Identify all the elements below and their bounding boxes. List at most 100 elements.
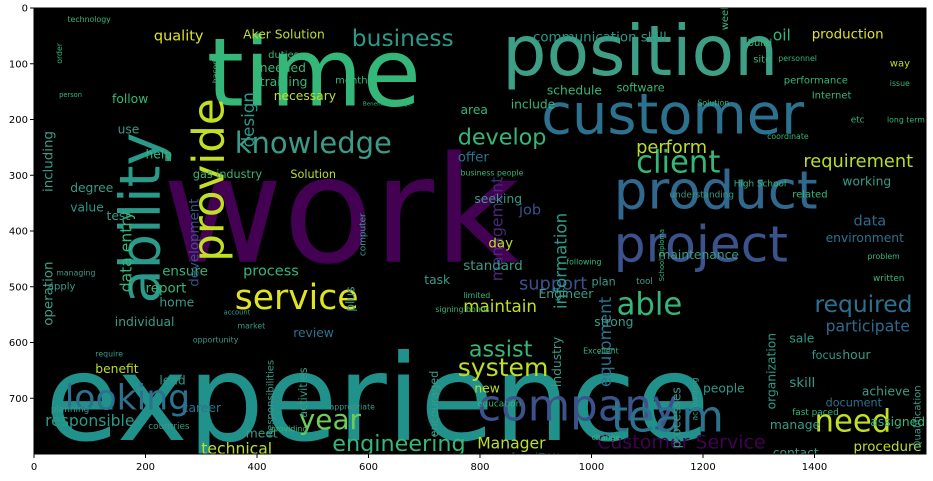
word-software: software [617, 82, 665, 95]
word-market: market [238, 322, 266, 331]
word-manager: Manager [477, 434, 546, 452]
word-responsibilities: Responsibilities [266, 360, 277, 437]
word-responsible: responsible [45, 412, 134, 430]
word-order: order [55, 42, 64, 64]
y-tick-label: 200 [9, 115, 28, 126]
word-encouraged: encouraged [428, 371, 441, 438]
word-computer: computer [359, 213, 369, 256]
word-providing: providing [271, 425, 308, 434]
x-axis: 0 200 400 600 800 1000 1200 1400 [31, 454, 827, 473]
word-support: support [519, 274, 587, 295]
word-engineer: Engineer [539, 287, 595, 301]
word-planning: planning [51, 405, 90, 415]
word-preferred: preferred [497, 453, 538, 463]
word-countries: countries [148, 422, 190, 432]
word-experience: experience [45, 330, 710, 469]
word-review: review [293, 326, 334, 340]
word-need: need [815, 405, 892, 440]
word-appropriate: appropriate [330, 402, 376, 411]
word-strong: strong [594, 315, 633, 329]
word-necessary: necessary [274, 89, 336, 103]
word-personnel: personnel [778, 54, 817, 63]
x-tick-label: 600 [359, 462, 378, 473]
word-month: month [335, 75, 367, 86]
word-education: education [477, 400, 521, 410]
word-task: task [424, 273, 451, 287]
word-year: year [299, 403, 362, 436]
word-technical: technical [201, 440, 272, 458]
word-solution: Solution [697, 99, 729, 108]
word-apply: apply [48, 282, 76, 293]
word-data-entry: data entry [118, 211, 136, 292]
word-build: build [748, 38, 773, 49]
word-environment: environment [826, 231, 904, 245]
y-axis: 0 100 200 300 400 500 600 700 [9, 4, 34, 405]
word-fast-paced: fast paced [792, 408, 839, 418]
y-tick-label: 700 [9, 394, 28, 405]
word-technology: technology [68, 15, 112, 24]
word-long-term: long term [887, 115, 925, 124]
word-maintain: maintain [463, 296, 537, 316]
word-oil: oil [773, 26, 791, 44]
word-business-people: business people [461, 168, 524, 177]
word-customer-service: Customer Service [597, 431, 766, 453]
word-follow: follow [112, 92, 148, 106]
word-opportunity: opportunity [193, 336, 239, 345]
word-develop: develop [458, 125, 547, 151]
word-job: job [518, 202, 541, 218]
word-plus: plus [344, 286, 358, 311]
word-career: career [182, 401, 222, 415]
plot-background [34, 8, 926, 454]
word-signing-bonus: signing bonus [435, 305, 489, 314]
word-person: person [59, 91, 82, 99]
word-degree: degree [70, 181, 113, 195]
word-individual: individual [115, 315, 175, 329]
word-production: production [812, 28, 884, 43]
word-manage: manage [770, 418, 820, 432]
x-tick-label: 400 [247, 462, 266, 473]
word-high-school: High School [734, 179, 787, 189]
word-sale: sale [789, 332, 814, 346]
y-tick-label: 100 [9, 59, 28, 70]
word-day: day [488, 237, 513, 252]
word-standard: standard [463, 259, 522, 274]
word-tool: tool [636, 277, 653, 287]
word-solution: Solution [290, 168, 336, 181]
word-benefit: benefit [95, 362, 138, 376]
word-project: project [614, 215, 788, 274]
word-administrative-assistant: Administrative Assistant [112, 453, 207, 462]
word-people: people [703, 382, 745, 396]
word-customer: customer [541, 82, 804, 147]
word-require: require [95, 349, 123, 358]
word-tx-houston: TX Houston [538, 453, 590, 463]
word-value: value [70, 201, 104, 215]
word-development: development [188, 198, 203, 286]
word-week: week [720, 4, 731, 30]
word-assist: assist [469, 336, 533, 362]
word-schedule: schedule [547, 83, 602, 97]
word-looking: looking [65, 378, 190, 418]
word-processes: processes [670, 387, 684, 448]
word-seeking: seeking [474, 192, 522, 206]
word-system: system [458, 353, 549, 382]
word-work: work [162, 125, 520, 297]
word-organization: organization [765, 333, 779, 409]
word-lead: lead [159, 373, 185, 387]
word-team: team [611, 393, 724, 443]
word-operation: operation [41, 262, 56, 326]
word-understanding: understanding [670, 191, 735, 201]
word-aker-solution: Aker Solution [243, 28, 325, 42]
word-industry: industry [550, 337, 564, 387]
x-tick-label: 1200 [690, 462, 715, 473]
x-tick-label: 800 [470, 462, 489, 473]
word-way: way [890, 59, 910, 70]
x-tick-label: 200 [136, 462, 155, 473]
word-include: include [511, 97, 556, 111]
word-site: site [753, 55, 771, 66]
word-product: product [614, 161, 818, 222]
word-maintenance: maintenance [658, 248, 739, 262]
word-requirement: requirement [803, 151, 913, 172]
word-information: information [550, 213, 570, 309]
word-area: area [461, 103, 488, 117]
